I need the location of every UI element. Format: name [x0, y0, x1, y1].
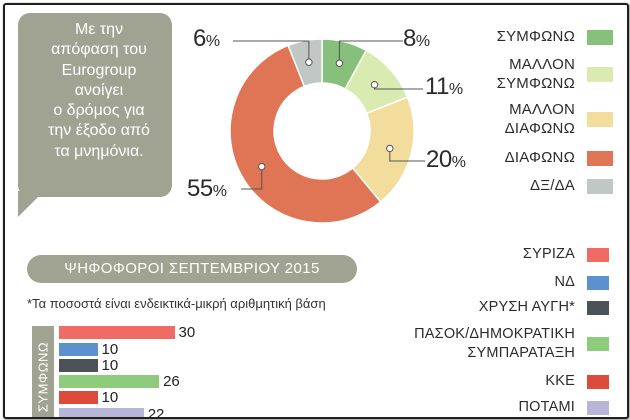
donut-value-number: 20 — [426, 146, 452, 173]
donut-value-number: 55 — [187, 175, 213, 202]
legend-swatch-agree — [587, 30, 613, 45]
party-legend-label-chrysi-avgi: ΧΡΥΣΗ ΑΥΓΗ* — [478, 299, 575, 315]
headline-bubble — [18, 13, 172, 197]
donut-value-percent-sign: % — [212, 183, 227, 200]
headline-text: Με την απόφαση του Eurogroup ανοίγει ο δ… — [48, 21, 150, 160]
leader-line-agree — [338, 40, 403, 64]
bar-value-syriza: 30 — [178, 324, 196, 341]
leader-dot-dk-na — [305, 58, 313, 66]
party-legend-swatch-chrysi-avgi — [587, 301, 609, 315]
leader-line-disagree — [241, 166, 263, 190]
donut-chart — [229, 38, 425, 224]
bar-nd — [59, 343, 98, 356]
donut-value-percent-sign: % — [448, 81, 463, 98]
leader-dot-rather-disagree — [386, 144, 394, 153]
legend-swatch-rather-agree — [587, 67, 613, 82]
bar-value-pasok: 26 — [163, 373, 180, 390]
leader-dot-agree — [335, 59, 344, 67]
party-legend-swatch-syriza — [587, 248, 609, 262]
leader-line-dk-na — [233, 40, 310, 63]
legend-label-disagree: ΔΙΑΦΩΝΩ — [504, 149, 575, 166]
legend-label-rather-disagree: ΜΑΛΛΟΝ ΔΙΑΦΩΝΩ — [504, 101, 575, 137]
legend-swatch-disagree — [587, 151, 613, 166]
leader-dot-rather-agree — [370, 81, 379, 89]
bar-syriza — [59, 326, 175, 339]
party-legend-label-nd: ΝΔ — [554, 274, 575, 290]
legend-swatch-dk-na — [587, 179, 613, 194]
legend-label-rather-agree: ΜΑΛΛΟΝ ΣΥΜΦΩΝΩ — [496, 56, 575, 92]
bar-potami — [59, 408, 144, 417]
legend-label-dk-na: ΔΞ/ΔΑ — [530, 177, 575, 194]
donut-value-number: 6 — [193, 25, 206, 52]
donut-value-label-rather-disagree: 20% — [426, 146, 466, 174]
party-legend-label-potami: ΠΟΤΑΜΙ — [518, 399, 575, 415]
party-legend-label-kke: ΚΚΕ — [545, 373, 575, 389]
bar-value-potami: 22 — [147, 406, 165, 419]
bar-value-kke: 10 — [101, 389, 119, 406]
bar-value-nd: 10 — [101, 341, 119, 358]
donut-value-percent-sign: % — [415, 33, 430, 50]
donut-value-percent-sign: % — [451, 154, 466, 171]
donut-value-label-disagree: 55% — [187, 175, 227, 203]
donut-slice-disagree — [229, 44, 382, 224]
donut-value-number: 11 — [425, 73, 449, 100]
headline-bubble-tail — [18, 191, 44, 217]
donut-value-label-dk-na: 6% — [193, 25, 220, 53]
party-legend-swatch-nd — [587, 276, 609, 290]
leader-dot-disagree — [258, 162, 266, 171]
bar-kke — [59, 391, 98, 404]
footnote: *Τα ποσοστά είναι ενδεικτικά-μικρή αριθμ… — [27, 296, 326, 311]
donut-slice-dk-na — [287, 38, 323, 88]
legend-label-agree: ΣΥΜΦΩΝΩ — [496, 28, 575, 45]
donut-value-percent-sign: % — [205, 33, 220, 50]
donut-value-label-rather-agree: 11% — [425, 73, 463, 101]
donut-value-label-agree: 8% — [403, 25, 430, 53]
bar-chrysi-avgi — [59, 359, 98, 372]
party-legend-swatch-pasok — [587, 337, 609, 351]
section-title: ΨΗΦΟΦΟΡΟΙ ΣΕΠΤΕΜΒΡΙΟΥ 2015 — [27, 255, 357, 283]
infographic-frame: Με την απόφαση του Eurogroup ανοίγει ο δ… — [3, 3, 629, 419]
leader-line-rather-disagree — [389, 148, 425, 162]
bar-group-box — [32, 326, 54, 417]
party-legend-label-syriza: ΣΥΡΙΖΑ — [522, 246, 575, 262]
legend-swatch-rather-disagree — [587, 112, 613, 127]
bar-value-chrysi-avgi: 10 — [101, 357, 119, 374]
party-legend-swatch-potami — [587, 401, 609, 415]
party-legend-swatch-kke — [587, 375, 609, 389]
bar-group-label: ΣΥΜΦΩΝΩ — [35, 341, 51, 413]
bar-pasok — [59, 375, 160, 388]
party-legend-label-pasok: ΠΑΣΟΚ/ΔΗΜΟΚΡΑΤΙΚΗ ΣΥΜΠΑΡΑΤΑΞΗ — [414, 326, 575, 361]
donut-value-number: 8 — [403, 25, 416, 52]
